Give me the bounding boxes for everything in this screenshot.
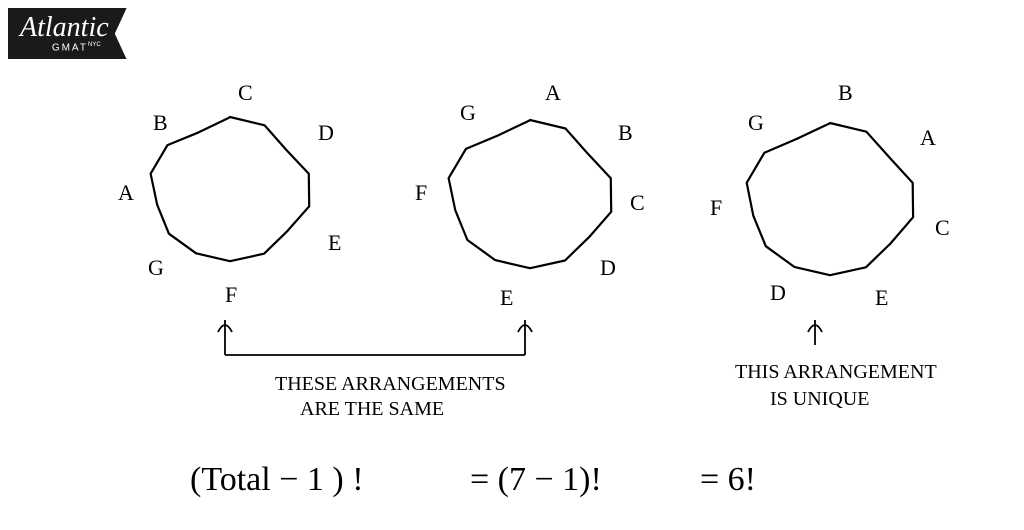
seat-label: D — [770, 280, 786, 305]
seat-label: D — [600, 255, 616, 280]
arrangement-circle-1 — [449, 120, 612, 268]
unique-arrow — [808, 320, 822, 345]
seat-label: B — [618, 120, 633, 145]
seat-label: E — [500, 285, 513, 310]
seat-label: G — [460, 100, 476, 125]
seat-label: D — [318, 120, 334, 145]
formula-part-1: (Total − 1 ) ! — [190, 461, 364, 498]
seat-label: B — [153, 110, 168, 135]
caption-same-1: THESE ARRANGEMENTS — [275, 373, 506, 395]
arrangement-circle-2 — [747, 123, 913, 275]
seat-label: E — [875, 285, 888, 310]
connector-layer — [218, 320, 822, 355]
formula-part-2: = (7 − 1)! — [470, 461, 602, 498]
bracket-arrow-left — [218, 320, 232, 355]
seat-label: C — [935, 215, 950, 240]
seat-label: F — [415, 180, 427, 205]
caption-unique-2: IS UNIQUE — [770, 388, 869, 410]
seat-label: C — [238, 80, 253, 105]
seat-label: G — [148, 255, 164, 280]
seat-label: B — [838, 80, 853, 105]
seat-label: G — [748, 110, 764, 135]
seat-label: F — [225, 282, 237, 307]
captions-layer: THESE ARRANGEMENTS ARE THE SAME THIS ARRAN… — [275, 361, 937, 420]
seat-label: C — [630, 190, 645, 215]
formula-layer: (Total − 1 ) ! = (7 − 1)! = 6! — [190, 461, 756, 498]
arrangement-circle-0 — [151, 117, 310, 261]
seat-label: A — [545, 80, 561, 105]
caption-unique-1: THIS ARRANGEMENT — [735, 361, 937, 383]
seat-label: A — [118, 180, 134, 205]
formula-part-3: = 6! — [700, 461, 756, 498]
caption-same-2: ARE THE SAME — [300, 398, 444, 420]
seat-label: F — [710, 195, 722, 220]
bracket-arrow-right — [518, 320, 532, 355]
seat-label: A — [920, 125, 936, 150]
circles-layer: C B D A E G F A G B F C D E B G A F C D E — [118, 80, 950, 310]
diagram-canvas: C B D A E G F A G B F C D E B G A F C D E THESE ARRANGEMENTS… — [0, 0, 1024, 530]
seat-label: E — [328, 230, 341, 255]
